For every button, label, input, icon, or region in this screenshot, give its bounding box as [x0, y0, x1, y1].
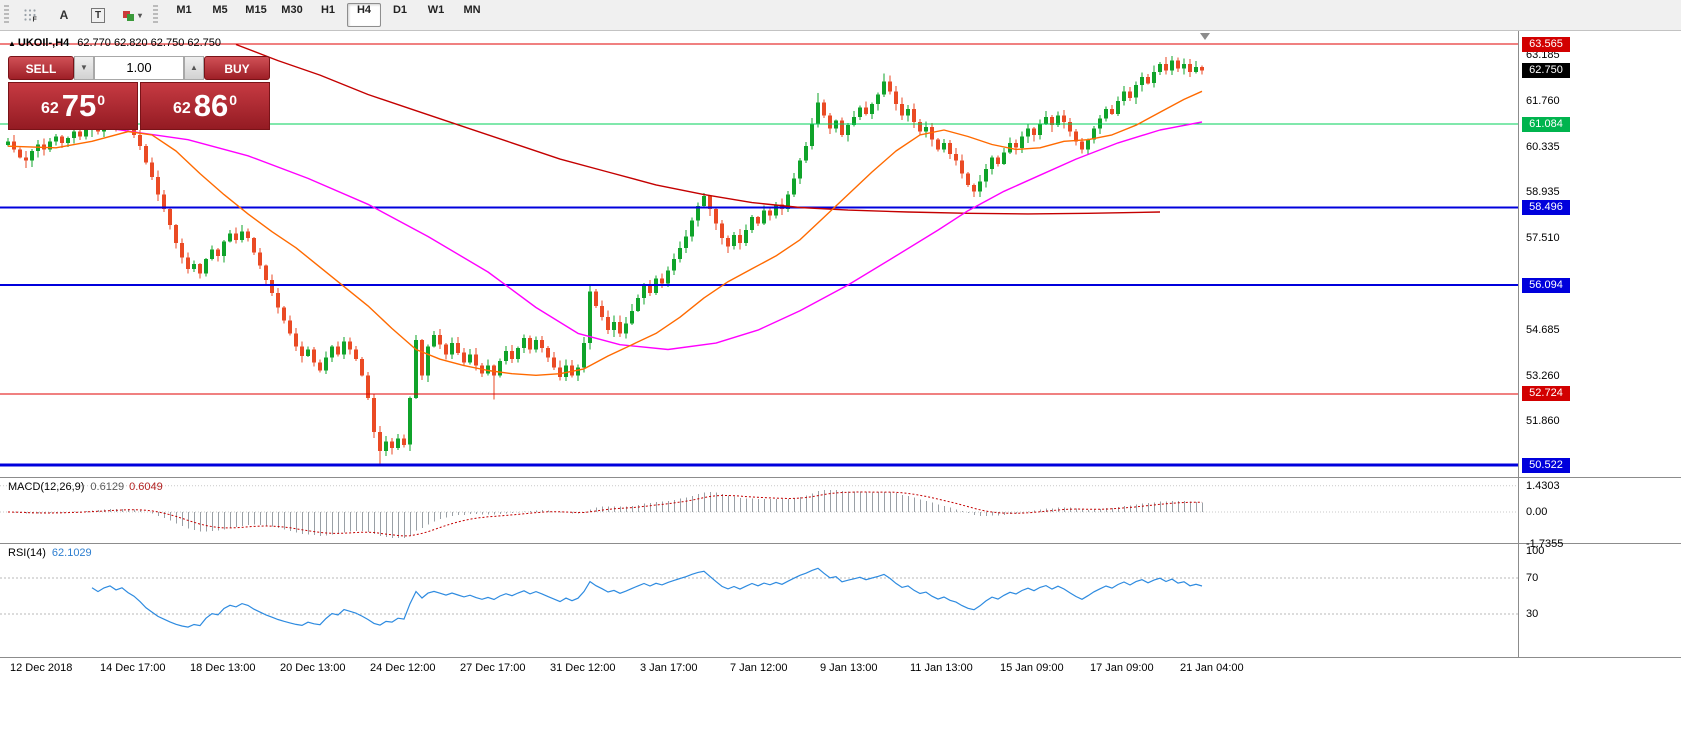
pane-separator[interactable] [0, 657, 1681, 658]
ma-fast-orange [7, 90, 1203, 376]
axis-tick: 51.860 [1526, 414, 1560, 427]
axis-tick: 63.185 [1526, 49, 1560, 62]
price-badge: 58.496 [1522, 200, 1570, 216]
shapes-button[interactable]: ▾ [116, 3, 148, 27]
tf-button-m5[interactable]: M5 [212, 4, 228, 16]
tf-button-h4[interactable]: H4 [347, 3, 381, 27]
one-click-trade-panel: SELL ▼ 1.00 ▲ BUY 62 75 0 62 86 0 [8, 56, 270, 130]
price-badge: 52.724 [1522, 386, 1570, 402]
axis-tick: -1.7355 [1526, 537, 1564, 550]
toolbar: F A T ▾ M1 M5 M15 M30 H1 H4 D1 W1 MN [0, 0, 1681, 31]
tf-button-d1[interactable]: D1 [392, 4, 408, 16]
text-label-button[interactable]: T [82, 3, 114, 27]
sell-price-big: 75 [61, 88, 97, 123]
price-badge: 50.522 [1522, 457, 1570, 473]
time-axis[interactable]: 12 Dec 2018 14 Dec 17:00 18 Dec 13:00 20 De… [0, 658, 1518, 680]
tf-button-w1[interactable]: W1 [427, 4, 445, 16]
time-label: 11 Jan 13:00 [910, 662, 973, 674]
chart-ohlc-values: 62.770 62.820 62.750 62.750 [77, 37, 222, 49]
volume-input[interactable]: 1.00 [94, 56, 184, 80]
rsi-line [91, 567, 1203, 628]
chart-symbol: UKOIl-,H4 [17, 37, 70, 49]
axis-tick: 58.935 [1526, 186, 1560, 199]
shapes-icon [122, 11, 134, 21]
buy-price-int: 62 [172, 100, 191, 117]
rsi-value: 62.1029 [51, 547, 92, 559]
time-label: 3 Jan 17:00 [640, 662, 698, 674]
time-label: 17 Jan 09:00 [1090, 662, 1154, 674]
grid-tool-button[interactable]: F [14, 3, 46, 27]
price-axis[interactable]: 63.185 61.760 60.335 58.935 57.510 54.685 53.2… [1519, 0, 1681, 733]
symbol-marker-icon: ▲ [8, 39, 16, 48]
price-badge: 56.094 [1522, 277, 1570, 293]
time-label: 14 Dec 17:00 [100, 662, 166, 674]
macd-pane-label: MACD(12,26,9) 0.6129 0.6049 [8, 481, 163, 493]
tf-button-mn[interactable]: MN [463, 4, 481, 16]
ma-medium-magenta [8, 121, 1203, 351]
sell-price-tile[interactable]: 62 75 0 [8, 82, 138, 130]
pane-separator[interactable] [0, 543, 1681, 544]
buy-price-sup: 0 [229, 92, 238, 108]
chart-shift-marker-icon[interactable] [1200, 33, 1210, 40]
axis-tick: 1.4303 [1526, 479, 1560, 492]
time-label: 15 Jan 09:00 [1000, 662, 1064, 674]
time-label: 24 Dec 12:00 [370, 662, 436, 674]
time-label: 31 Dec 12:00 [550, 662, 616, 674]
tf-button-m30[interactable]: M30 [281, 4, 303, 16]
sell-price-sup: 0 [97, 92, 106, 108]
rsi-canvas[interactable] [0, 544, 1518, 656]
macd-histogram [14, 490, 1203, 538]
axis-tick: 54.685 [1526, 323, 1560, 336]
time-label: 18 Dec 13:00 [190, 662, 256, 674]
axis-tick: 53.260 [1526, 369, 1560, 382]
pane-separator[interactable] [0, 477, 1681, 478]
price-badge: 62.750 [1522, 62, 1570, 78]
axis-tick: 60.335 [1526, 141, 1560, 154]
text-a-label: A [59, 8, 69, 22]
toolbar-grip[interactable] [153, 5, 158, 25]
volume-increase-button[interactable]: ▲ [184, 56, 204, 80]
tf-button-h1[interactable]: H1 [320, 4, 336, 16]
sell-price-int: 62 [40, 100, 59, 117]
ma-slow-red [235, 43, 1161, 215]
timeframe-group: M1 M5 M15 M30 H1 H4 D1 W1 MN [166, 3, 490, 27]
text-t-label: T [90, 7, 106, 23]
price-badge: 63.565 [1522, 36, 1570, 52]
svg-text:F: F [33, 17, 38, 23]
sell-button[interactable]: SELL [8, 56, 74, 80]
time-label: 21 Jan 04:00 [1180, 662, 1244, 674]
toolbar-grip[interactable] [4, 5, 9, 25]
price-axis-divider [1518, 31, 1519, 657]
axis-tick: 0.00 [1526, 506, 1548, 518]
volume-decrease-button[interactable]: ▼ [74, 56, 94, 80]
macd-canvas[interactable] [0, 478, 1518, 542]
tf-button-m15[interactable]: M15 [245, 4, 267, 16]
time-label: 20 Dec 13:00 [280, 662, 346, 674]
tf-button-m1[interactable]: M1 [176, 4, 192, 16]
axis-tick: 70 [1526, 572, 1539, 584]
axis-tick: 100 [1526, 545, 1545, 557]
rsi-pane-label: RSI(14) 62.1029 [8, 547, 92, 559]
rsi-label: RSI(14) [8, 547, 46, 559]
macd-value-main: 0.6129 [90, 481, 125, 493]
macd-value-signal: 0.6049 [129, 481, 163, 493]
macd-signal-line [7, 491, 1202, 537]
price-badge: 61.084 [1522, 116, 1570, 132]
chart-title: ▲ UKOIl-,H4 62.770 62.820 62.750 62.750 [8, 37, 221, 49]
axis-tick: 57.510 [1526, 232, 1560, 245]
axis-tick: 61.760 [1526, 95, 1560, 108]
time-label: 27 Dec 17:00 [460, 662, 526, 674]
text-a-button[interactable]: A [48, 3, 80, 27]
macd-label: MACD(12,26,9) [8, 481, 85, 493]
time-label: 9 Jan 13:00 [820, 662, 878, 674]
time-label: 12 Dec 2018 [10, 662, 73, 674]
grid-icon: F [24, 9, 38, 23]
buy-price-tile[interactable]: 62 86 0 [140, 82, 270, 130]
axis-tick: 30 [1526, 608, 1539, 620]
main-chart-canvas[interactable] [0, 31, 1518, 477]
buy-price-big: 86 [193, 88, 229, 123]
time-label: 7 Jan 12:00 [730, 662, 788, 674]
chevron-down-icon: ▾ [137, 10, 142, 20]
buy-button[interactable]: BUY [204, 56, 270, 80]
